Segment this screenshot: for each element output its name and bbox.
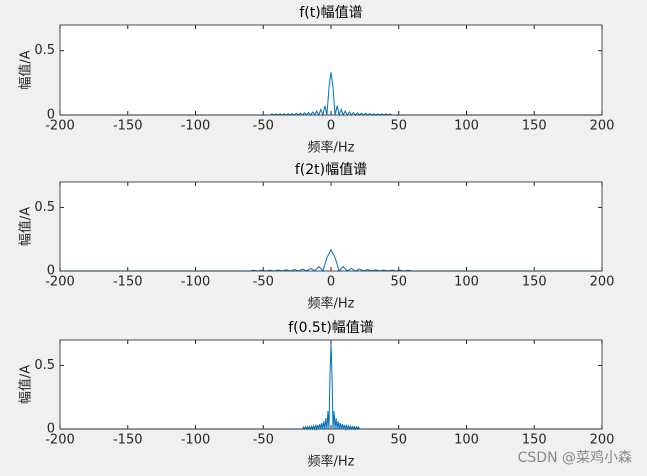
y-tick-label: 0.5 xyxy=(34,200,55,215)
y-tick-label: 0 xyxy=(47,422,55,437)
x-tick-label: -200 xyxy=(45,433,75,448)
axes-background xyxy=(60,182,602,271)
x-tick-label: -50 xyxy=(253,275,274,290)
x-tick-label: 0 xyxy=(327,433,335,448)
y-axis-label: 幅值/A xyxy=(18,207,34,246)
axes-background xyxy=(60,25,602,115)
x-tick-label: 50 xyxy=(390,275,407,290)
chart-title: f(2t)幅值谱 xyxy=(295,162,367,178)
x-tick-label: 200 xyxy=(590,119,615,134)
x-tick-label: 0 xyxy=(327,275,335,290)
axes-frame xyxy=(59,339,603,430)
y-tick-label: 0.5 xyxy=(34,43,55,58)
y-tick-label: 0 xyxy=(47,264,55,279)
x-tick-label: -150 xyxy=(113,433,143,448)
chart-title: f(0.5t)幅值谱 xyxy=(288,320,374,336)
axes-frame xyxy=(59,24,603,116)
watermark: CSDN @菜鸡小森 xyxy=(518,449,632,466)
x-tick-label: -150 xyxy=(113,119,143,134)
x-tick-label: -200 xyxy=(45,275,75,290)
x-tick-label: 150 xyxy=(522,275,547,290)
x-tick-label: 100 xyxy=(454,433,479,448)
x-axis-label: 频率/Hz xyxy=(308,140,355,156)
x-tick-label: 200 xyxy=(590,275,615,290)
x-axis-label: 频率/Hz xyxy=(308,454,355,470)
x-tick-label: -200 xyxy=(45,119,75,134)
x-tick-label: 100 xyxy=(454,119,479,134)
y-tick-label: 0.5 xyxy=(34,358,55,373)
x-tick-label: 50 xyxy=(390,433,407,448)
x-tick-label: 0 xyxy=(327,119,335,134)
x-tick-label: 50 xyxy=(390,119,407,134)
x-tick-label: -50 xyxy=(253,433,274,448)
chart-title: f(t)幅值谱 xyxy=(299,5,362,21)
series-line xyxy=(60,72,602,117)
x-axis-label: 频率/Hz xyxy=(308,296,355,312)
x-tick-label: 150 xyxy=(522,119,547,134)
series-line xyxy=(60,344,602,431)
x-tick-label: -100 xyxy=(181,433,211,448)
y-axis-label: 幅值/A xyxy=(18,50,34,89)
x-tick-label: 100 xyxy=(454,275,479,290)
x-tick-label: -100 xyxy=(181,119,211,134)
y-tick-label: 0 xyxy=(47,108,55,123)
x-tick-label: 200 xyxy=(590,433,615,448)
axes-frame xyxy=(59,181,603,272)
x-tick-label: -150 xyxy=(113,275,143,290)
x-tick-label: -100 xyxy=(181,275,211,290)
x-tick-label: -50 xyxy=(253,119,274,134)
y-axis-label: 幅值/A xyxy=(18,365,34,404)
x-tick-label: 150 xyxy=(522,433,547,448)
